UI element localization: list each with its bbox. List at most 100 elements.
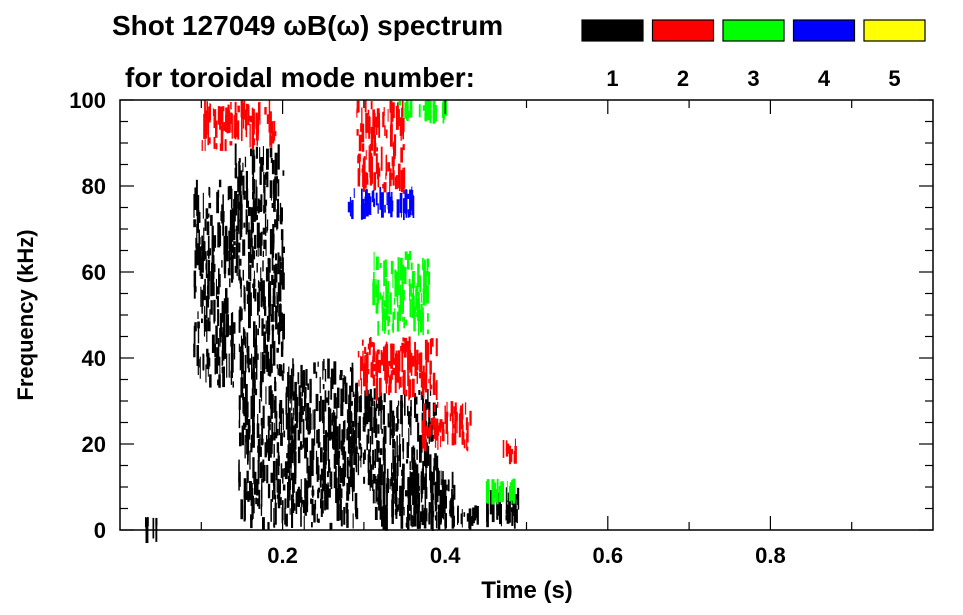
spectrum-streak bbox=[372, 190, 374, 202]
spectrum-streak bbox=[369, 389, 372, 402]
spectrum-streak bbox=[224, 140, 227, 152]
spectrum-streak bbox=[361, 339, 364, 346]
spectrum-streak bbox=[379, 292, 382, 300]
spectrum-streak bbox=[264, 442, 267, 458]
spectrum-streak bbox=[441, 479, 444, 488]
spectrum-streak bbox=[260, 504, 263, 516]
legend-label-mode-2: 2 bbox=[677, 66, 689, 91]
spectrum-streak bbox=[241, 425, 244, 446]
spectrum-streak bbox=[212, 255, 215, 280]
spectrum-streak bbox=[272, 131, 274, 138]
spectrum-streak bbox=[240, 100, 244, 118]
spectrum-streak bbox=[367, 454, 370, 473]
spectrum-streak bbox=[213, 300, 215, 312]
spectrum-feature-mode-1 bbox=[193, 179, 236, 388]
spectrum-streak bbox=[248, 222, 250, 232]
spectrum-streak bbox=[203, 241, 206, 261]
spectrum-streak bbox=[424, 270, 427, 293]
spectrum-streak bbox=[323, 442, 325, 455]
spectrum-streak bbox=[266, 351, 270, 372]
spectrum-streak bbox=[215, 353, 219, 374]
spectrum-streak bbox=[249, 281, 251, 296]
spectrum-streak bbox=[380, 350, 383, 357]
spectrum-streak bbox=[319, 376, 321, 394]
spectrum-streak bbox=[243, 408, 245, 415]
spectrum-streak bbox=[221, 301, 224, 323]
spectrum-streak bbox=[243, 505, 246, 522]
spectrum-streak bbox=[265, 239, 267, 256]
spectrum-streak bbox=[430, 345, 432, 355]
spectrum-streak bbox=[385, 341, 388, 353]
spectrum-streak bbox=[298, 412, 302, 434]
spectrum-streak bbox=[259, 199, 262, 212]
spectrum-streak bbox=[363, 476, 366, 484]
spectrum-streak bbox=[315, 371, 318, 379]
spectrum-streak bbox=[383, 346, 386, 372]
spectrum-streak bbox=[371, 341, 374, 348]
spectrum-streak bbox=[271, 252, 274, 271]
spectrum-streak bbox=[346, 409, 348, 424]
spectrum-streak bbox=[281, 257, 284, 276]
spectrum-streak bbox=[226, 353, 228, 378]
spectrum-streak bbox=[242, 327, 245, 345]
spectrum-streak bbox=[280, 463, 283, 479]
spectrum-streak bbox=[231, 122, 233, 133]
spectrum-streak bbox=[230, 353, 234, 373]
spectrum-streak bbox=[434, 105, 437, 122]
spectrum-streak bbox=[374, 506, 378, 520]
spectrum-streak bbox=[251, 488, 254, 506]
spectrum-streak bbox=[210, 271, 213, 297]
spectrum-streak bbox=[428, 512, 431, 525]
spectrum-streak bbox=[281, 229, 284, 240]
spectrum-feature-mode-3 bbox=[398, 100, 448, 124]
spectrum-streak bbox=[231, 212, 234, 232]
spectrum-streak bbox=[373, 407, 377, 419]
spectrum-streak bbox=[403, 316, 406, 329]
spectrum-streak bbox=[423, 476, 426, 490]
spectrum-streak bbox=[309, 393, 311, 398]
spectrum-streak bbox=[253, 356, 255, 382]
spectrum-streak bbox=[304, 489, 307, 516]
spectrum-streak bbox=[271, 203, 275, 208]
spectrum-streak bbox=[406, 517, 409, 528]
spectrum-streak bbox=[199, 356, 201, 379]
spectrum-streak bbox=[247, 354, 250, 369]
spectrum-streak bbox=[355, 453, 358, 468]
spectrum-streak bbox=[258, 315, 261, 328]
spectrum-streak bbox=[410, 412, 412, 436]
spectrum-streak bbox=[461, 403, 464, 420]
spectrum-feature-mode-1 bbox=[282, 358, 359, 530]
spectrum-streak bbox=[380, 406, 382, 413]
spectrum-streak bbox=[432, 101, 436, 124]
spectrum-streak bbox=[422, 312, 424, 336]
spectrum-streak bbox=[203, 227, 205, 244]
spectrum-streak bbox=[260, 370, 263, 385]
spectrum-streak bbox=[302, 444, 304, 449]
spectrum-streak bbox=[238, 395, 241, 410]
spectrum-streak bbox=[279, 215, 283, 222]
spectrum-streak bbox=[273, 120, 276, 141]
spectrum-streak bbox=[328, 488, 331, 498]
spectrum-streak bbox=[256, 498, 259, 507]
spectrum-streak bbox=[390, 343, 392, 349]
spectrum-streak bbox=[228, 250, 231, 262]
spectrum-streak bbox=[264, 204, 267, 213]
spectrum-streak bbox=[336, 498, 339, 521]
spectrum-streak bbox=[230, 375, 233, 385]
spectrum-streak bbox=[244, 156, 247, 168]
spectrum-streak bbox=[273, 194, 276, 212]
spectrum-streak bbox=[342, 446, 346, 460]
y-tick-label: 100 bbox=[69, 88, 106, 113]
spectrum-streak bbox=[196, 345, 199, 366]
spectrum-streak bbox=[417, 422, 420, 442]
spectrum-streak bbox=[272, 295, 276, 307]
spectrum-streak bbox=[464, 402, 467, 415]
spectrum-streak bbox=[259, 147, 261, 164]
spectrum-streak bbox=[219, 274, 221, 288]
spectrum-streak bbox=[405, 189, 408, 215]
spectrum-streak bbox=[272, 224, 275, 248]
legend-label-mode-1: 1 bbox=[606, 66, 618, 91]
spectrum-streak bbox=[270, 390, 273, 409]
spectrum-streak bbox=[220, 325, 222, 343]
spectrum-streak bbox=[243, 100, 246, 120]
